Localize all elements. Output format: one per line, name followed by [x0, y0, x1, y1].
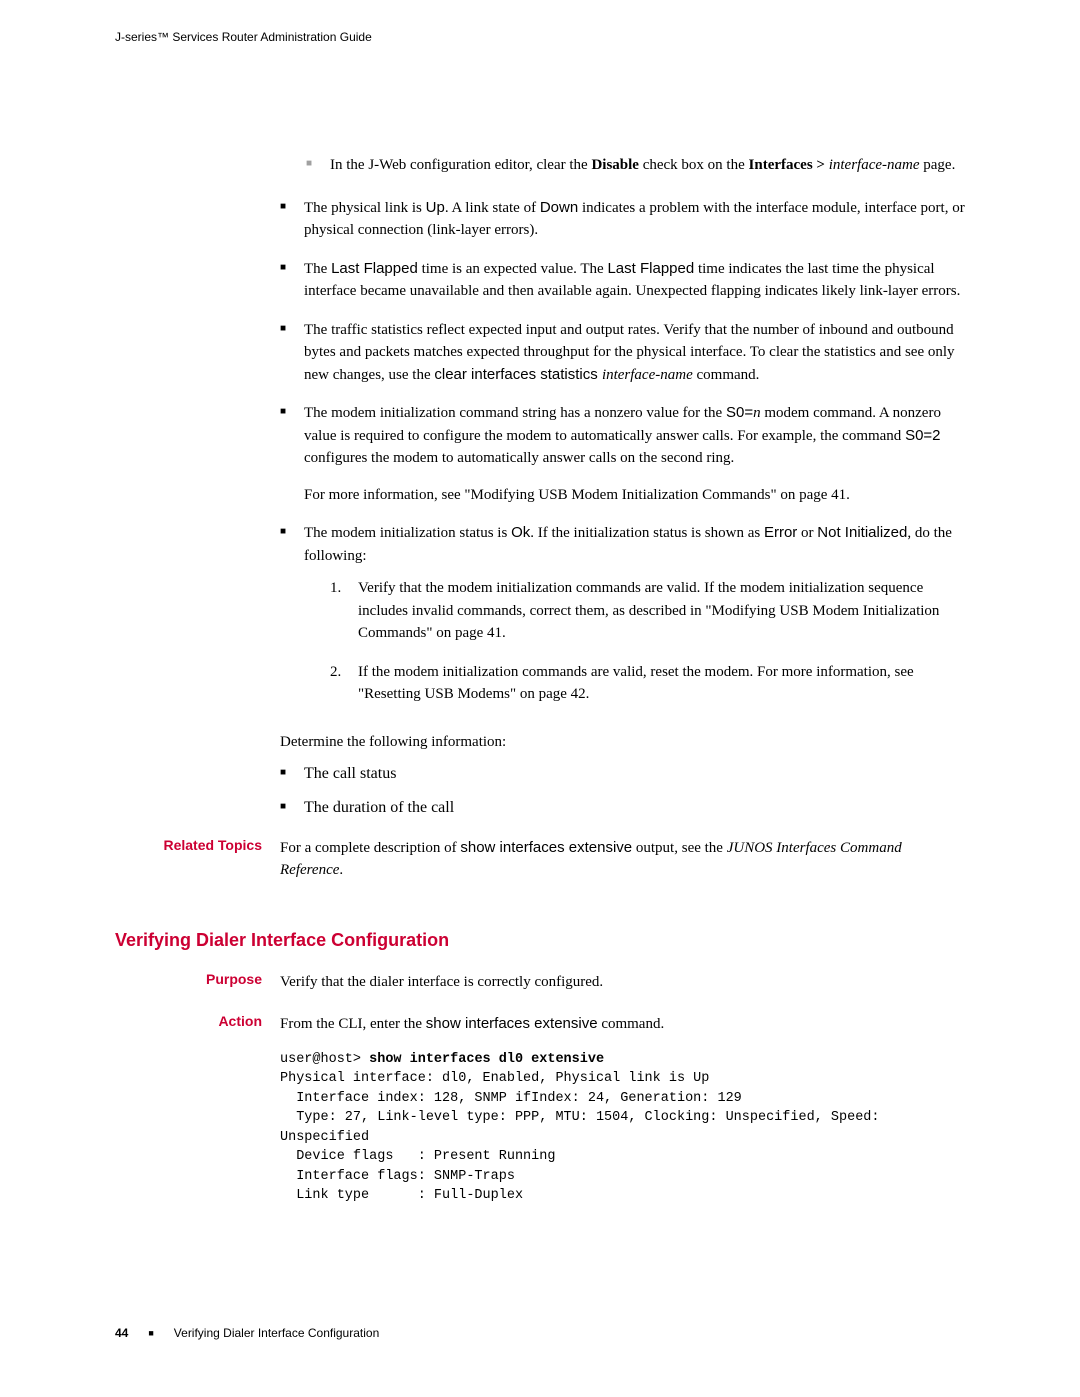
action-row: Action From the CLI, enter the show inte… — [115, 1013, 965, 1206]
action-label: Action — [115, 1013, 280, 1206]
page-header: J-series™ Services Router Administration… — [115, 30, 965, 44]
related-topics-label: Related Topics — [115, 837, 280, 882]
determine-section: Determine the following information: The… — [280, 734, 965, 817]
bullet-call-status: The call status — [280, 765, 965, 783]
action-content: From the CLI, enter the show interfaces … — [280, 1013, 965, 1206]
purpose-row: Purpose Verify that the dialer interface… — [115, 971, 965, 994]
related-topics-content: For a complete description of show inter… — [280, 837, 965, 882]
page-number: 44 — [115, 1326, 128, 1340]
numbered-steps: 1. Verify that the modem initialization … — [330, 577, 965, 706]
guide-title: J-series™ Services Router Administration… — [115, 30, 372, 44]
bullet-physical-link: The physical link is Up. A link state of… — [280, 197, 965, 242]
footer-bullet-icon: ■ — [148, 1328, 153, 1338]
footer-title: Verifying Dialer Interface Configuration — [174, 1326, 379, 1340]
bullet-traffic-stats: The traffic statistics reflect expected … — [280, 319, 965, 387]
section-heading: Verifying Dialer Interface Configuration — [115, 930, 965, 951]
determine-list: The call status The duration of the call — [280, 765, 965, 817]
step-2: 2. If the modem initialization commands … — [330, 661, 965, 706]
code-block: user@host> show interfaces dl0 extensive… — [280, 1050, 965, 1207]
bullet-list-main: The physical link is Up. A link state of… — [280, 197, 965, 706]
main-content: In the J-Web configuration editor, clear… — [280, 154, 965, 706]
bullet-jweb: In the J-Web configuration editor, clear… — [306, 154, 965, 177]
more-info-para: For more information, see "Modifying USB… — [304, 484, 965, 507]
related-topics-row: Related Topics For a complete descriptio… — [115, 837, 965, 882]
bullet-list-top: In the J-Web configuration editor, clear… — [280, 154, 965, 177]
purpose-content: Verify that the dialer interface is corr… — [280, 971, 965, 994]
page-footer: 44 ■ Verifying Dialer Interface Configur… — [115, 1326, 965, 1340]
bullet-modem-init-cmd: The modem initialization command string … — [280, 402, 965, 506]
determine-text: Determine the following information: — [280, 734, 965, 751]
step-1: 1. Verify that the modem initialization … — [330, 577, 965, 645]
bullet-last-flapped: The Last Flapped time is an expected val… — [280, 258, 965, 303]
bullet-modem-status: The modem initialization status is Ok. I… — [280, 522, 965, 706]
purpose-label: Purpose — [115, 971, 280, 994]
document-page: J-series™ Services Router Administration… — [0, 0, 1080, 1380]
bullet-call-duration: The duration of the call — [280, 799, 965, 817]
